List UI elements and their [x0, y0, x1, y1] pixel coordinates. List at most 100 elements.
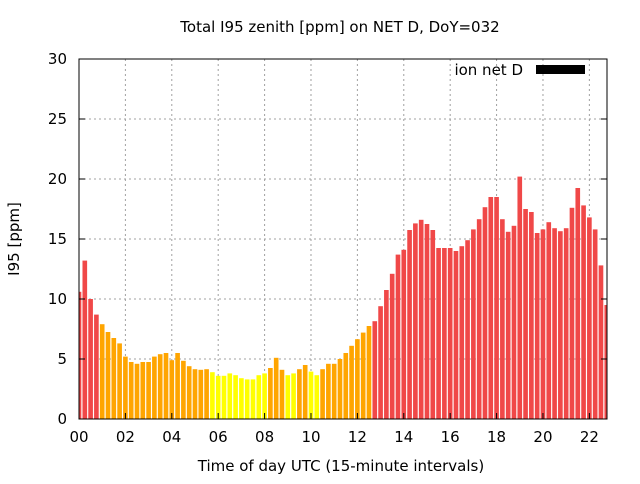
bar: [250, 379, 256, 419]
bar: [529, 212, 534, 419]
bar: [111, 338, 117, 419]
bar: [476, 219, 482, 419]
bar: [447, 248, 453, 419]
bar: [511, 225, 517, 419]
bar: [575, 188, 581, 419]
bar: [302, 365, 308, 419]
bar: [279, 369, 285, 419]
bar: [552, 228, 557, 419]
bar: [366, 326, 372, 419]
bar: [308, 371, 314, 419]
y-tick-label: 25: [48, 110, 67, 128]
bar: [256, 375, 262, 419]
bars: [79, 176, 607, 419]
bar: [88, 299, 93, 419]
bar: [140, 362, 146, 419]
bar: [471, 229, 476, 419]
bar: [482, 207, 488, 419]
bar: [239, 378, 244, 419]
x-tick-label: 06: [209, 428, 228, 446]
x-tick-label: 12: [348, 428, 367, 446]
bar: [152, 356, 157, 419]
bar: [82, 260, 88, 419]
bar: [326, 363, 331, 419]
bar: [384, 290, 389, 419]
bar: [198, 369, 204, 419]
bar: [105, 332, 111, 419]
bar: [349, 345, 354, 419]
bar: [465, 240, 470, 419]
bar: [285, 375, 291, 419]
bar: [407, 230, 412, 419]
bar: [418, 219, 424, 419]
bar: [587, 217, 592, 419]
y-tick-label: 0: [57, 410, 67, 428]
bar: [523, 209, 528, 419]
y-tick-label: 20: [48, 170, 67, 188]
bar: [534, 233, 540, 419]
bar: [378, 306, 383, 419]
bar: [320, 369, 325, 419]
bar: [488, 197, 494, 419]
bar: [563, 228, 569, 419]
bar: [163, 353, 169, 419]
bar: [546, 222, 552, 419]
bar: [273, 357, 279, 419]
bar: [210, 372, 215, 419]
y-tick-label: 10: [48, 290, 67, 308]
legend-label: ion net D: [454, 61, 523, 79]
bar: [413, 223, 418, 419]
x-tick-label: 04: [162, 428, 181, 446]
bar: [192, 369, 198, 419]
bar: [453, 251, 459, 419]
x-tick-label: 16: [441, 428, 460, 446]
bar: [297, 369, 302, 419]
legend-swatch: [536, 65, 585, 74]
bar: [117, 343, 122, 419]
bar: [517, 176, 523, 419]
y-tick-label: 15: [48, 230, 67, 248]
bar: [424, 224, 430, 419]
y-tick-label: 5: [57, 350, 67, 368]
y-tick-label: 30: [48, 50, 67, 68]
bar: [175, 353, 180, 419]
ticks: 0 5 10 15 20 25 30 00 02 04 06 08 10 12 14 16 18 20 22: [48, 50, 607, 446]
bar: [505, 231, 511, 419]
bar: [592, 229, 598, 419]
bar: [436, 248, 441, 419]
bar: [146, 362, 151, 419]
x-tick-label: 02: [116, 428, 135, 446]
bar: [389, 273, 395, 419]
bar: [500, 219, 505, 419]
x-tick-label: 18: [487, 428, 506, 446]
bar: [459, 246, 465, 419]
bar: [430, 230, 436, 419]
bar: [123, 356, 128, 419]
bar: [186, 366, 192, 419]
y-axis-label: I95 [ppm]: [5, 202, 23, 276]
bar: [94, 314, 99, 419]
bar: [268, 368, 273, 419]
bar: [221, 375, 227, 419]
x-tick-label: 22: [580, 428, 599, 446]
bar: [401, 249, 407, 419]
bar: [291, 373, 296, 419]
bar: [314, 375, 320, 419]
bar: [181, 360, 186, 419]
bar: [204, 369, 209, 419]
bar: [558, 231, 563, 419]
x-axis-label: Time of day UTC (15-minute intervals): [197, 457, 484, 475]
bar: [395, 254, 401, 419]
bar: [215, 375, 221, 419]
chart-title: Total I95 zenith [ppm] on NET D, DoY=032: [179, 18, 499, 36]
bar: [540, 229, 546, 419]
bar: [569, 207, 575, 419]
bar: [604, 305, 607, 419]
bar: [598, 265, 604, 419]
bar: [360, 332, 366, 419]
bar: [244, 379, 250, 419]
bar: [337, 359, 343, 419]
bar: [355, 339, 360, 419]
x-tick-label: 20: [533, 428, 552, 446]
